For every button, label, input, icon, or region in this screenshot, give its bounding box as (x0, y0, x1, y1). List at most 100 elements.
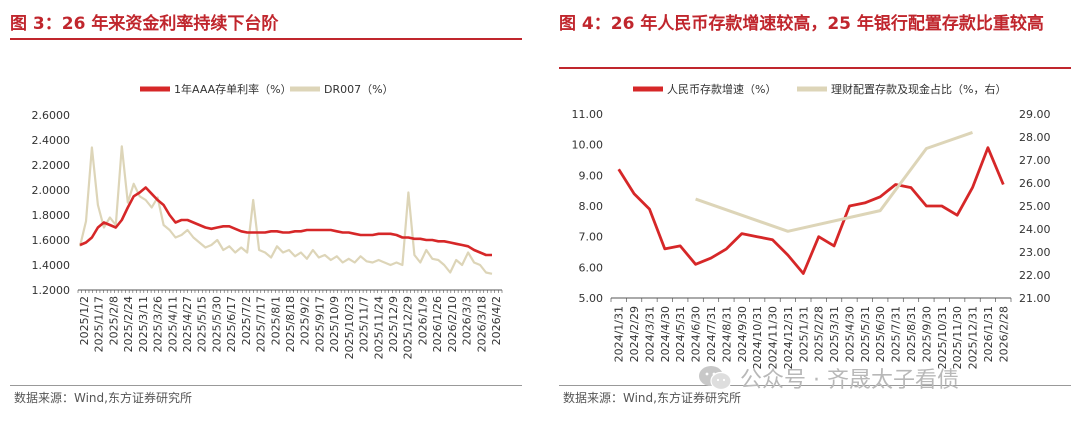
chart-panel-left: 图 3：26 年来资金利率持续下台阶 2.6000 2.4000 2.2000 2.0… (0, 0, 531, 421)
x-tick-label: 2024/11/30 (767, 306, 780, 369)
x-tick-label: 2025/1/31 (797, 306, 810, 362)
x-tick-label: 2024/4/30 (659, 306, 672, 362)
y2-tick-label: 27.00 (1019, 154, 1051, 167)
x-tick-label: 2026/4/2 (490, 296, 503, 345)
x-tick-label: 2025/7/17 (255, 296, 268, 352)
y-tick-label: 2.4000 (32, 134, 71, 147)
title-rule (559, 67, 1071, 69)
x-tick-label: 2024/9/30 (736, 306, 749, 362)
x-tick-label: 2026/1/31 (982, 306, 995, 362)
y-tick-label: 11.00 (572, 108, 604, 121)
line-chart-right: 11.00 10.00 9.00 8.00 7.00 6.00 5.00 29.00 28.00… (572, 82, 1051, 369)
y-tick-label: 10.00 (572, 139, 604, 152)
y2-tick-label: 26.00 (1019, 177, 1051, 190)
x-tick-label: 2025/12/9 (387, 296, 400, 352)
y2-tick-label: 25.00 (1019, 200, 1051, 213)
x-tick-label: 2025/10/23 (343, 296, 356, 359)
x-tick-label: 2024/8/31 (720, 306, 733, 362)
x-tick-label: 2025/11/7 (358, 296, 371, 352)
x-tick-label: 2025/3/31 (828, 306, 841, 362)
x-tick-label: 2025/6/30 (874, 306, 887, 362)
y-tick-label: 1.8000 (32, 209, 71, 222)
x-tick-label: 2025/7/31 (890, 306, 903, 362)
y-tick-label: 1.2000 (32, 284, 71, 297)
x-tick-label: 2024/10/31 (751, 306, 764, 369)
x-tick-label: 2025/7/2 (240, 296, 253, 345)
legend-label: 人民币存款增速（%） (667, 82, 776, 96)
x-tick-label: 2025/8/1 (269, 296, 282, 345)
x-tick-label: 2025/4/11 (166, 296, 179, 352)
x-tick-label: 2026/2/28 (997, 306, 1010, 362)
x-tick-label: 2024/12/31 (782, 306, 795, 369)
y2-tick-label: 24.00 (1019, 223, 1051, 236)
x-tick-label: 2025/11/24 (372, 296, 385, 359)
y-tick-label: 2.0000 (32, 184, 71, 197)
x-tick-label: 2025/1/17 (93, 296, 106, 352)
y-tick-label: 9.00 (579, 169, 604, 182)
x-tick-label: 2024/6/30 (690, 306, 703, 362)
x-tick-label: 2025/8/18 (284, 296, 297, 352)
x-tick-label: 2024/7/31 (705, 306, 718, 362)
x-tick-label: 2025/3/11 (137, 296, 150, 352)
watermark: 公众号 · 齐晟太子看债 (698, 362, 959, 394)
x-tick-label: 2025/5/31 (859, 306, 872, 362)
x-tick-label: 2024/1/31 (613, 306, 626, 362)
y-tick-label: 1.4000 (32, 259, 71, 272)
y-tick-label: 7.00 (579, 231, 604, 244)
series-line-dr007 (78, 145, 493, 275)
x-tick-label: 2025/12/29 (402, 296, 415, 359)
x-tick-label: 2025/9/17 (313, 296, 326, 352)
legend-label: DR007（%） (324, 83, 394, 96)
series-line-deposit-growth (617, 146, 1005, 275)
x-tick-label: 2025/10/9 (328, 296, 341, 352)
y-tick-label: 2.2000 (32, 159, 71, 172)
x-tick-label: 2025/10/31 (936, 306, 949, 369)
source-note: 数据来源：Wind,东方证券研究所 (14, 391, 192, 405)
x-tick-label: 2025/5/30 (210, 296, 223, 352)
x-tick-label: 2025/6/17 (225, 296, 238, 352)
x-tick-label: 2025/2/24 (122, 296, 135, 352)
y2-tick-label: 21.00 (1019, 292, 1051, 305)
y-tick-label: 6.00 (579, 261, 604, 274)
x-tick-label: 2025/9/30 (920, 306, 933, 362)
chart-panel-right: 图 4：26 年人民币存款增速较高，25 年银行配置存款比重较高 11.00 10… (549, 0, 1080, 421)
watermark-text: 公众号 · 齐晟太子看债 (740, 368, 959, 393)
y2-tick-label: 28.00 (1019, 131, 1051, 144)
x-tick-label: 2024/3/31 (643, 306, 656, 362)
source-rule (559, 385, 1071, 386)
x-tick-label: 2025/8/31 (905, 306, 918, 362)
x-tick-label: 2025/4/30 (843, 306, 856, 362)
x-tick-label: 2025/1/2 (78, 296, 91, 345)
y2-tick-label: 29.00 (1019, 108, 1051, 121)
x-tick-label: 2025/5/15 (196, 296, 209, 352)
legend-label: 1年AAA存单利率（%） (174, 82, 292, 96)
y-tick-label: 1.6000 (32, 234, 71, 247)
chart-title: 图 3：26 年来资金利率持续下台阶 (10, 14, 279, 34)
y2-tick-label: 23.00 (1019, 246, 1051, 259)
y2-tick-label: 22.00 (1019, 269, 1051, 282)
x-tick-label: 2025/11/30 (951, 306, 964, 369)
wechat-icon (699, 366, 732, 391)
y-tick-label: 5.00 (579, 292, 604, 305)
series-line-wealth-deposit-share (695, 130, 973, 233)
x-tick-label: 2025/2/8 (107, 296, 120, 345)
x-tick-label: 2025/2/28 (813, 306, 826, 362)
x-tick-label: 2026/1/26 (431, 296, 444, 352)
x-tick-label: 2026/1/9 (416, 296, 429, 345)
x-tick-label: 2025/12/31 (967, 306, 980, 369)
x-tick-label: 2024/2/29 (628, 306, 641, 362)
x-tick-label: 2025/9/2 (299, 296, 312, 345)
x-tick-label: 2025/4/27 (181, 296, 194, 352)
x-tick-label: 2024/5/31 (674, 306, 687, 362)
legend-label: 理财配置存款及现金占比（%，右） (831, 82, 1006, 96)
y-tick-label: 2.6000 (32, 109, 71, 122)
x-tick-label: 2026/3/3 (461, 296, 474, 345)
x-tick-label: 2026/2/10 (446, 296, 459, 352)
series-line-aaa-cd-rate (79, 186, 492, 257)
line-chart-left: 2.6000 2.4000 2.2000 2.0000 1.8000 1.6000 1.40… (32, 82, 504, 359)
source-note: 数据来源：Wind,东方证券研究所 (563, 391, 741, 405)
y-tick-label: 8.00 (579, 200, 604, 213)
title-rule (10, 38, 522, 40)
source-rule (10, 385, 522, 386)
x-tick-label: 2026/3/18 (475, 296, 488, 352)
